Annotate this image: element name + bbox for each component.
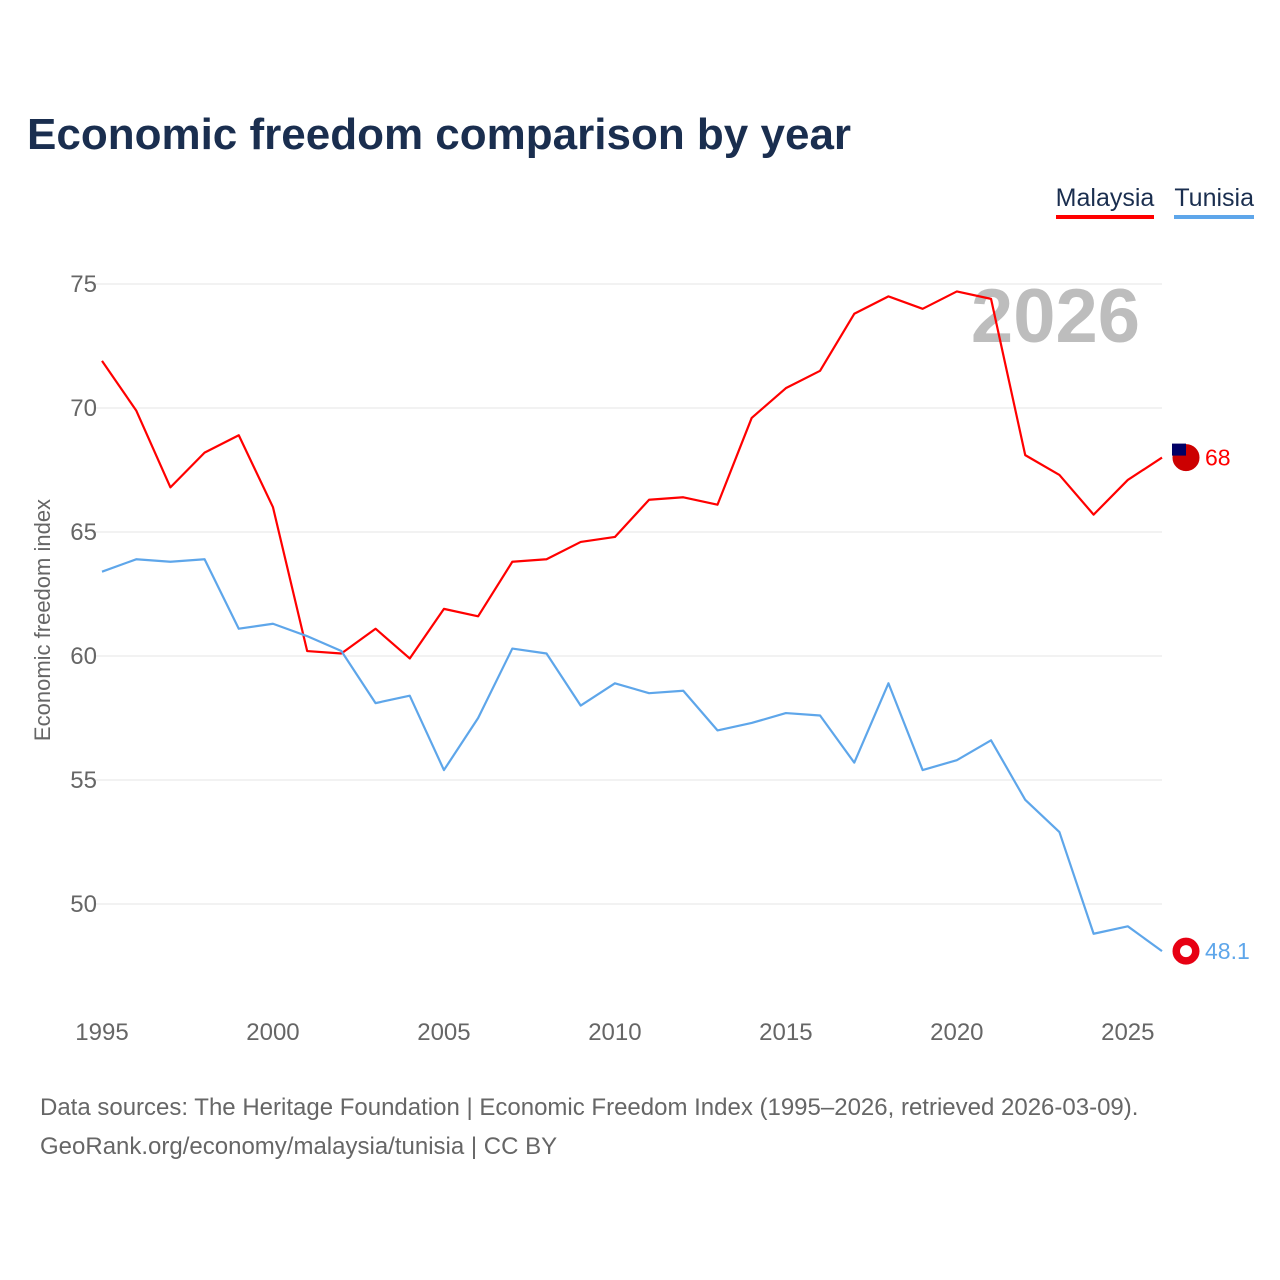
x-tick-label: 2000: [246, 1019, 299, 1046]
x-tick-label: 2020: [930, 1019, 983, 1046]
source-note: Data sources: The Heritage Foundation | …: [40, 1088, 1138, 1166]
series-line-malaysia: [101, 290, 1163, 660]
series-line-tunisia: [101, 558, 1163, 953]
end-label-malaysia: 68: [1205, 445, 1231, 471]
y-tick-label: 50: [70, 891, 97, 918]
x-tick-label: 2005: [417, 1019, 470, 1046]
y-tick-label: 55: [70, 767, 97, 794]
y-tick-label: 65: [70, 519, 97, 546]
source-line-1: Data sources: The Heritage Foundation | …: [40, 1094, 1139, 1121]
x-tick-label: 2015: [759, 1019, 812, 1046]
legend-tunisia[interactable]: Tunisia: [1174, 184, 1254, 219]
flag-canton: [1172, 443, 1186, 456]
year-watermark: 2026: [971, 274, 1140, 359]
flag-crescent: [1180, 945, 1192, 958]
x-tick-label: 1995: [75, 1019, 128, 1046]
y-tick-label: 70: [70, 395, 97, 422]
legend: Malaysia Tunisia: [1055, 184, 1254, 219]
x-tick-label: 2010: [588, 1019, 641, 1046]
y-tick-label: 60: [70, 643, 97, 670]
y-axis-label: Economic freedom index: [30, 499, 55, 741]
source-line-2[interactable]: GeoRank.org/economy/malaysia/tunisia | C…: [40, 1133, 558, 1160]
y-tick-label: 75: [70, 271, 97, 298]
chart-title: Economic freedom comparison by year: [27, 110, 852, 159]
legend-malaysia[interactable]: Malaysia: [1055, 184, 1155, 219]
end-label-tunisia: 48.1: [1205, 938, 1250, 964]
x-tick-label: 2025: [1101, 1019, 1154, 1046]
